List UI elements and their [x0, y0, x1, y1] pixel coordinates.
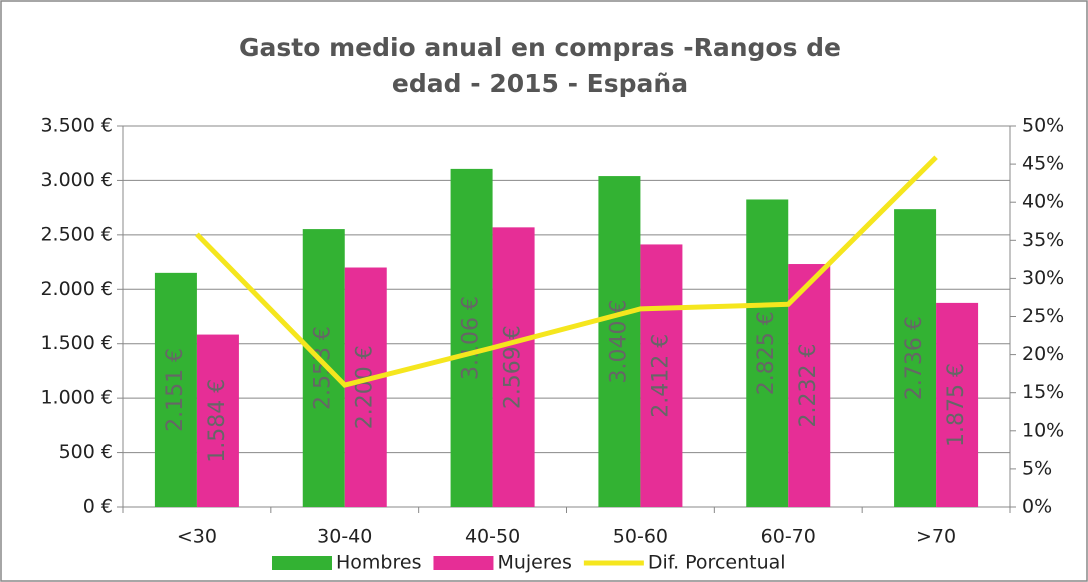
y2-tick-label: 15%	[1022, 381, 1064, 403]
x-tick-label: 30-40	[317, 526, 372, 548]
bar	[598, 176, 641, 507]
legend-swatch	[272, 556, 332, 570]
y-tick-label: 1.500 €	[40, 332, 113, 354]
x-tick-label: <30	[177, 526, 217, 548]
bar	[492, 227, 535, 507]
y-tick-label: 3.500 €	[40, 115, 113, 137]
y-tick-label: 1.000 €	[40, 387, 113, 409]
value-label: 1.875 €	[944, 363, 969, 447]
value-label: 2.825 €	[754, 311, 779, 395]
bar	[450, 168, 493, 507]
x-tick-label: 60-70	[761, 526, 816, 548]
value-label: 2.200 €	[353, 345, 378, 429]
bar	[788, 264, 831, 507]
bar	[936, 302, 979, 507]
bar	[894, 209, 937, 507]
y-tick-label: 0 €	[83, 496, 113, 518]
value-label: 1.584 €	[205, 379, 230, 463]
y2-tick-label: 25%	[1022, 305, 1064, 327]
bar	[344, 267, 387, 507]
y2-tick-label: 35%	[1022, 229, 1064, 251]
legend-swatch	[433, 556, 494, 570]
bar	[196, 334, 239, 507]
bar	[640, 244, 683, 507]
y2-tick-label: 10%	[1022, 419, 1064, 441]
bar	[302, 229, 345, 507]
y-tick-label: 3.000 €	[40, 169, 113, 191]
y2-tick-label: 50%	[1022, 115, 1064, 137]
y2-tick-label: 0%	[1022, 496, 1052, 518]
legend-label: Dif. Porcentual	[648, 552, 786, 574]
y2-tick-label: 5%	[1022, 457, 1052, 479]
bar	[154, 272, 197, 507]
value-label: 2.151 €	[163, 348, 188, 432]
y2-tick-label: 45%	[1022, 153, 1064, 175]
value-label: 3.106 €	[459, 296, 484, 380]
value-label: 2.232 €	[796, 344, 821, 428]
y2-tick-label: 20%	[1022, 343, 1064, 365]
legend-label: Mujeres	[497, 552, 571, 574]
y-tick-label: 2.500 €	[40, 223, 113, 245]
x-tick-label: 40-50	[465, 526, 520, 548]
value-label: 2.553 €	[311, 326, 336, 410]
legend-label: Hombres	[336, 552, 421, 574]
x-tick-label: >70	[916, 526, 956, 548]
y2-tick-label: 30%	[1022, 267, 1064, 289]
y-tick-label: 500 €	[59, 441, 113, 463]
bar	[746, 199, 789, 507]
y2-tick-label: 40%	[1022, 191, 1064, 213]
chart-title: Gasto medio anual en compras -Rangos de …	[238, 33, 842, 98]
y-tick-label: 2.000 €	[40, 278, 113, 300]
x-tick-label: 50-60	[613, 526, 668, 548]
value-label: 2.412 €	[648, 334, 673, 418]
value-label: 2.736 €	[902, 316, 927, 400]
line-series	[195, 155, 938, 388]
